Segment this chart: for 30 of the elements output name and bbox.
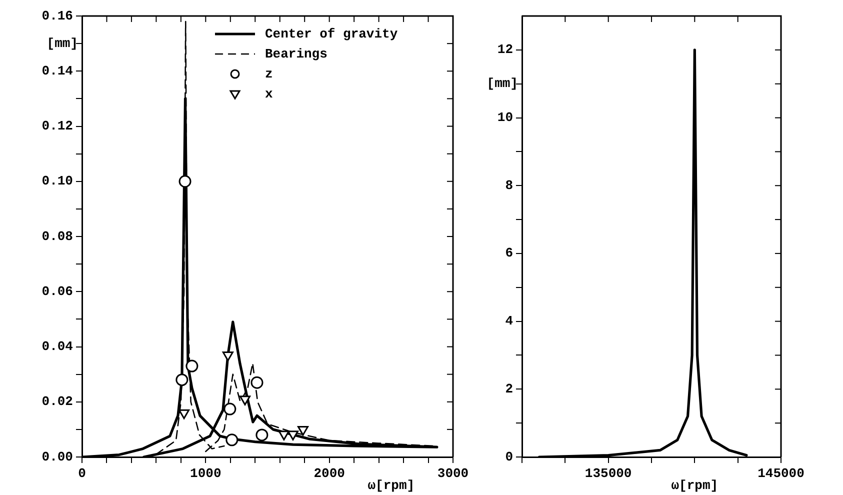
legend-label: Bearings	[265, 46, 328, 62]
x-axis-title: ω[rpm]	[368, 478, 415, 493]
y-tick-label: 10	[497, 110, 514, 126]
legend-label: z	[265, 66, 273, 82]
y-tick-label: 0.08	[42, 228, 74, 244]
x-tick-label: 3000	[437, 466, 469, 482]
y-axis-title: [mm]	[486, 76, 518, 92]
y-tick-label: 4	[505, 314, 514, 329]
x-tick-label: 0	[78, 466, 86, 482]
x-axis-title: ω[rpm]	[671, 478, 718, 493]
legend-label: x	[265, 86, 273, 102]
y-axis-title: [mm]	[46, 36, 78, 51]
y-tick-label: 0.04	[42, 339, 74, 354]
y-tick-label: 0.06	[42, 284, 74, 299]
x-tick-label: 1000	[190, 466, 222, 482]
y-tick-label: 0.16	[42, 8, 74, 24]
x-tick-label: 2000	[314, 466, 346, 482]
x-tick-label: 145000	[758, 466, 805, 482]
x-tick-label: 135000	[584, 466, 632, 482]
y-tick-label: 0.00	[42, 449, 74, 464]
y-tick-label: 0.12	[42, 118, 74, 134]
y-tick-label: 0	[505, 449, 514, 464]
y-tick-label: 12	[497, 42, 514, 58]
y-tick-label: 2	[505, 381, 514, 396]
y-tick-label: 8	[505, 178, 514, 193]
y-tick-label: 0.14	[42, 63, 74, 78]
legend-label: Center of gravity	[265, 26, 398, 42]
y-tick-label: 0.02	[42, 394, 74, 410]
y-tick-label: 0.10	[42, 174, 74, 189]
y-tick-label: 6	[505, 246, 514, 261]
